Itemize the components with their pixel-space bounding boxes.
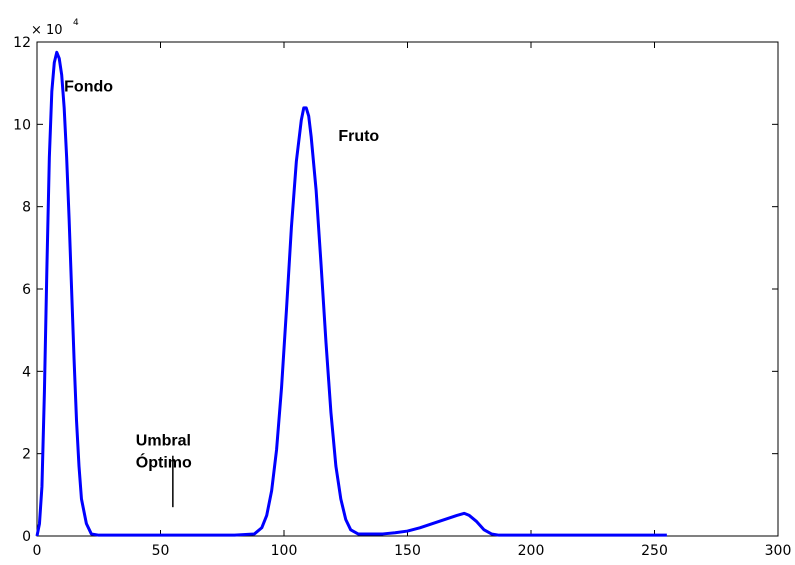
y-tick-label: 12: [13, 35, 31, 51]
y-tick-label: 10: [13, 117, 31, 133]
y-tick-label: 8: [22, 200, 31, 216]
x-tick-label: 100: [271, 543, 298, 559]
x-tick-label: 0: [33, 543, 42, 559]
annotation-label: Fruto: [338, 128, 379, 145]
axis-ticks: [36, 41, 779, 537]
y-axis-multiplier-exponent: 4: [73, 18, 79, 28]
annotation-label: Umbral Óptimo: [136, 432, 192, 471]
x-tick-label: 250: [641, 543, 668, 559]
y-tick-label: 6: [22, 282, 31, 298]
y-tick-label: 4: [22, 364, 31, 380]
x-tick-label: 150: [394, 543, 421, 559]
series-lines: [35, 50, 667, 537]
annotations: Fondo Fruto Umbral Óptimo: [64, 78, 379, 508]
x-tick-label: 50: [152, 543, 170, 559]
y-tick-label: 0: [22, 529, 31, 545]
y-tick-label: 2: [22, 447, 31, 463]
annotation-label: Fondo: [64, 78, 113, 95]
x-tick-label: 300: [765, 543, 792, 559]
y-axis-multiplier: × 10: [31, 23, 63, 38]
series-line: [35, 50, 667, 537]
tick-labels: 0 50 100 150 200 250 300 0 2 4 6 8 10 12: [13, 35, 791, 559]
x-tick-label: 200: [518, 543, 545, 559]
